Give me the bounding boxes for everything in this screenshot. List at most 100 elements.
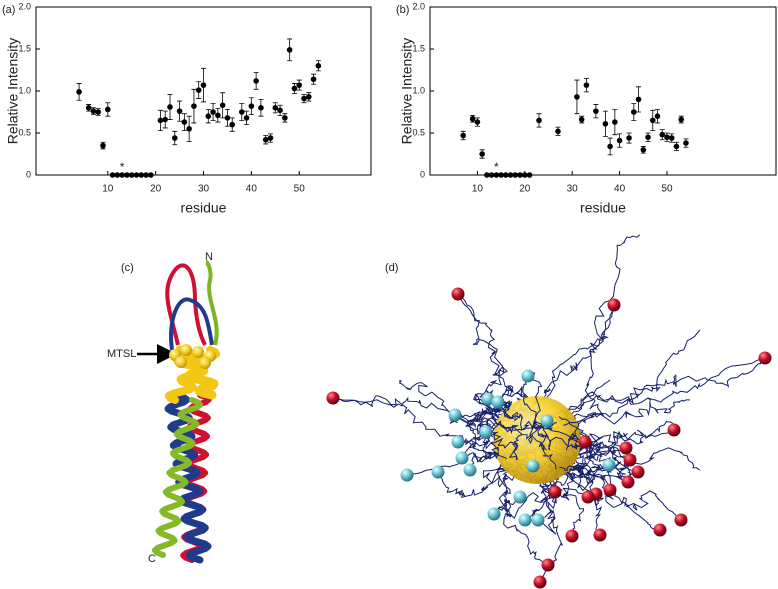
panel-label: (c): [121, 262, 134, 274]
red-atom: [326, 391, 340, 405]
red-atom: [631, 465, 645, 479]
y-axis-label: Relative Intensity: [5, 38, 21, 145]
data-point: [645, 134, 651, 140]
data-point: [248, 103, 255, 109]
panel-c: (c) MTSL N C: [107, 251, 221, 565]
mtsl-atom: [199, 357, 211, 369]
chart: (a) 0 0.5 1.0 1.5 2.0 10 20 30 40 50 residue Relativ…: [2, 1, 372, 216]
data-point: [138, 172, 145, 178]
x-tick-label: 20: [519, 184, 531, 195]
data-point: [171, 135, 178, 141]
data-point: [253, 78, 259, 84]
cyan-atom: [518, 513, 532, 527]
data-point: [635, 96, 642, 103]
x-tick-label: 10: [472, 184, 484, 195]
x-tick-label: 30: [198, 184, 210, 195]
cyan-atom: [602, 458, 616, 472]
cyan-atom: [540, 414, 554, 428]
data-point: [469, 115, 476, 122]
ribbon: [165, 263, 207, 346]
data-point: [498, 172, 504, 178]
x-tick-label: 10: [102, 184, 114, 195]
red-atom: [581, 490, 595, 504]
cyan-atom: [455, 451, 469, 465]
data-point: [90, 108, 97, 114]
data-point: [210, 109, 216, 115]
x-axis-label: residue: [181, 200, 227, 216]
data-point: [114, 172, 121, 178]
x-tick-label: 50: [661, 184, 673, 195]
data-point: [267, 135, 274, 141]
data-point: [583, 82, 590, 88]
data-point: [191, 103, 197, 109]
red-atom: [451, 287, 465, 301]
data-point: [100, 142, 106, 149]
n-terminus: N: [205, 251, 213, 263]
data-point: [607, 143, 613, 150]
cyan-atom: [491, 395, 505, 409]
mtsl-atom: [180, 344, 192, 356]
data-point: [578, 116, 585, 123]
data-point: [474, 119, 481, 125]
data-point: [262, 136, 269, 143]
red-atom: [603, 483, 617, 497]
chain: [562, 329, 701, 419]
data-point: [517, 172, 523, 178]
red-atom: [607, 298, 621, 312]
y-axis-label: Relative Intensity: [399, 38, 415, 145]
chain: [479, 422, 558, 445]
panel-label: (a): [2, 4, 15, 16]
c-terminus: C: [148, 553, 156, 565]
red-atom: [621, 475, 635, 489]
x-tick-label: 50: [294, 184, 306, 195]
data-point: [109, 172, 116, 178]
data-point: [277, 107, 283, 114]
cyan-atom: [513, 490, 527, 504]
data-point: [148, 172, 154, 178]
data-point: [315, 63, 322, 69]
red-atom: [578, 435, 592, 449]
data-point: [76, 89, 82, 95]
data-point: [536, 117, 542, 124]
ribbon: [164, 391, 212, 564]
data-point: [296, 82, 303, 88]
data-point: [215, 112, 221, 119]
y-tick-label: 0.5: [412, 127, 425, 137]
data-point: [460, 132, 466, 139]
cyan-atom: [526, 459, 540, 473]
ribbon: [169, 297, 214, 351]
data-point: [124, 172, 130, 178]
data-point: [301, 95, 307, 102]
data-point: [85, 105, 92, 111]
data-point: [668, 135, 675, 141]
y-tick-label: 2.0: [412, 1, 425, 11]
mtsl-atom: [175, 356, 187, 368]
data-point: [631, 109, 637, 115]
y-tick-label: 0.5: [18, 127, 31, 137]
data-point: [291, 85, 298, 92]
y-tick-label: 2.0: [18, 1, 31, 11]
chart: (b) 0 0.5 1.0 1.5 2.0 10 20 30 40 50 residue Relativ…: [396, 1, 777, 216]
data-point: [195, 87, 202, 93]
x-tick-label: 20: [150, 184, 162, 195]
data-point: [626, 135, 632, 141]
data-point: [282, 115, 288, 121]
data-point: [593, 108, 599, 114]
y-tick-label: 1.5: [18, 43, 31, 53]
cyan-atom: [479, 425, 493, 439]
ribbon: [205, 260, 219, 346]
y-tick-label: 0: [420, 169, 425, 179]
red-atom: [623, 453, 637, 467]
data-point: [555, 128, 561, 135]
chain: [332, 395, 508, 460]
data-point: [479, 151, 485, 157]
red-atom: [533, 575, 547, 589]
x-tick-label: 40: [246, 184, 258, 195]
data-point: [200, 82, 207, 88]
chain: [556, 451, 682, 521]
y-tick-label: 0: [26, 169, 31, 179]
data-point: [493, 172, 500, 178]
data-point: [143, 172, 149, 178]
data-point: [119, 172, 125, 178]
cyan-atom: [448, 408, 462, 422]
